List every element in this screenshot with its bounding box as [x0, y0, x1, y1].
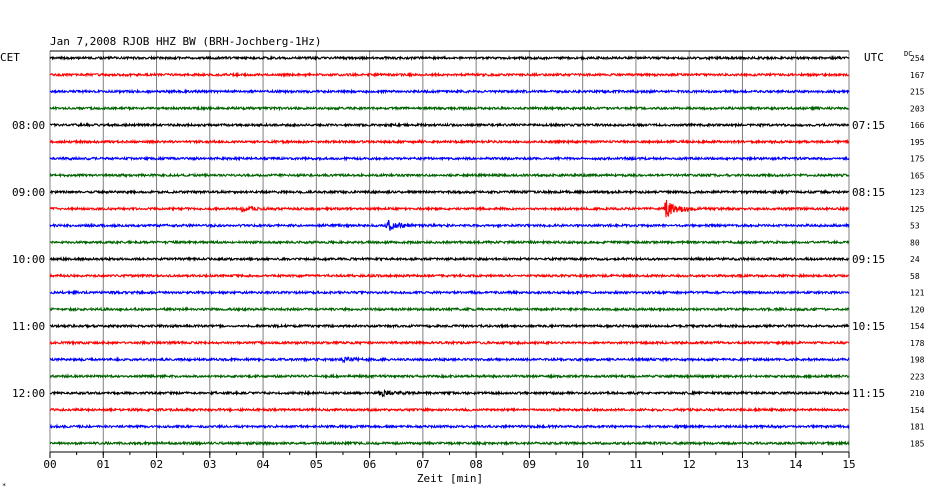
trace-20	[49, 372, 850, 380]
dc-value-22: 154	[910, 406, 925, 415]
dc-value-14: 58	[910, 272, 920, 281]
left-hour-label-12:00: 12:00	[12, 387, 45, 400]
right-hour-label-08:15: 08:15	[852, 186, 885, 199]
dc-value-5: 166	[910, 121, 925, 130]
x-tick-label-14: 14	[789, 458, 803, 471]
x-tick-label-00: 00	[43, 458, 56, 471]
right-hour-label-11:15: 11:15	[852, 387, 885, 400]
dc-value-6: 195	[910, 138, 925, 147]
dc-value-16: 120	[910, 305, 925, 314]
dc-value-20: 223	[910, 372, 925, 381]
right-axis-label: UTC	[864, 51, 884, 64]
left-axis-label: CET	[0, 51, 20, 64]
x-tick-label-10: 10	[576, 458, 589, 471]
x-tick-label-11: 11	[629, 458, 642, 471]
trace-9	[49, 188, 850, 196]
x-tick-label-03: 03	[203, 458, 216, 471]
trace-18	[49, 339, 850, 346]
dc-value-7: 175	[910, 155, 925, 164]
x-tick-label-06: 06	[363, 458, 376, 471]
x-tick-label-01: 01	[97, 458, 110, 471]
dc-value-15: 121	[910, 289, 925, 298]
dc-label: DC	[904, 50, 912, 58]
dc-value-2: 167	[910, 71, 925, 80]
trace-12	[49, 239, 850, 246]
dc-value-19: 198	[910, 356, 925, 365]
x-tick-label-05: 05	[310, 458, 323, 471]
trace-15	[49, 289, 850, 296]
dc-value-17: 154	[910, 322, 925, 331]
trace-13	[49, 255, 850, 263]
left-hour-label-11:00: 11:00	[12, 320, 45, 333]
trace-19	[49, 356, 850, 364]
dc-value-9: 123	[910, 188, 925, 197]
x-tick-label-12: 12	[683, 458, 696, 471]
left-hour-label-09:00: 09:00	[12, 186, 45, 199]
dc-value-1: 254	[910, 54, 925, 63]
trace-10	[49, 199, 850, 218]
x-axis-label: Zeit [min]	[417, 472, 483, 485]
left-hour-label-10:00: 10:00	[12, 253, 45, 266]
dc-value-10: 125	[910, 205, 925, 214]
trace-3	[49, 88, 850, 95]
dc-value-4: 203	[910, 104, 925, 113]
trace-1	[49, 54, 850, 62]
corner-mark: *	[2, 482, 6, 490]
trace-23	[49, 423, 850, 430]
x-tick-label-15: 15	[842, 458, 855, 471]
dc-value-23: 181	[910, 423, 925, 432]
dc-value-3: 215	[910, 88, 925, 97]
right-hour-label-07:15: 07:15	[852, 119, 885, 132]
chart-title: Jan 7,2008 RJOB HHZ BW (BRH-Jochberg-1Hz…	[50, 35, 322, 48]
dc-value-13: 24	[910, 255, 920, 264]
dc-value-12: 80	[910, 238, 920, 247]
x-tick-label-02: 02	[150, 458, 163, 471]
trace-4	[49, 105, 850, 112]
trace-21	[49, 388, 850, 398]
left-hour-label-08:00: 08:00	[12, 119, 45, 132]
dc-value-24: 185	[910, 439, 925, 448]
trace-14	[49, 272, 850, 279]
trace-24	[49, 440, 850, 447]
trace-7	[49, 155, 850, 162]
trace-5	[49, 121, 850, 129]
trace-16	[49, 306, 850, 313]
trace-11	[49, 219, 850, 231]
right-hour-label-09:15: 09:15	[852, 253, 885, 266]
trace-17	[49, 322, 850, 330]
trace-6	[49, 138, 850, 145]
right-hour-label-10:15: 10:15	[852, 320, 885, 333]
trace-8	[49, 171, 850, 179]
x-tick-label-07: 07	[416, 458, 429, 471]
x-tick-label-08: 08	[470, 458, 483, 471]
trace-2	[49, 71, 850, 78]
dc-value-11: 53	[910, 222, 920, 231]
x-tick-label-13: 13	[736, 458, 749, 471]
trace-22	[49, 406, 850, 413]
x-tick-label-09: 09	[523, 458, 536, 471]
x-tick-label-04: 04	[256, 458, 270, 471]
dc-value-8: 165	[910, 171, 925, 180]
dc-value-18: 178	[910, 339, 925, 348]
dc-value-21: 210	[910, 389, 925, 398]
